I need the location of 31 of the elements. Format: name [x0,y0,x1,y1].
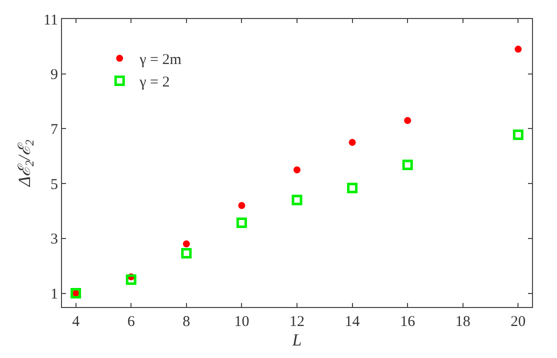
y-tick-label: 1 [50,286,58,303]
y-tick-label: 5 [50,176,58,193]
x-tick-label: 6 [127,314,136,330]
x-tick-label: 18 [455,314,470,330]
x-tick-label: 8 [182,314,190,330]
legend-label: γ = 2 [138,74,170,91]
point [181,248,192,258]
x-axis-title: L [291,330,302,350]
x-tick-label: 4 [72,314,80,330]
point [238,202,246,210]
y-tick-label: 9 [50,67,58,84]
point [292,194,302,206]
x-tick-label: 20 [510,314,526,330]
point [348,138,356,146]
legend-label: γ = 2m [138,52,182,68]
x-tick-label: 12 [290,314,304,330]
point [126,274,136,285]
x-tick-label: 16 [400,314,416,330]
point [402,160,413,170]
point [236,218,247,228]
y-tick-label: 11 [44,12,58,28]
point [404,116,412,124]
point [294,166,300,174]
x-tick-label: 10 [234,314,250,330]
point [512,130,524,140]
point [347,182,358,194]
y-tick-label: 7 [50,122,58,138]
point [182,240,190,248]
y-tick-label: 3 [50,232,58,248]
x-tick-label: 14 [344,314,360,330]
point [514,46,522,53]
